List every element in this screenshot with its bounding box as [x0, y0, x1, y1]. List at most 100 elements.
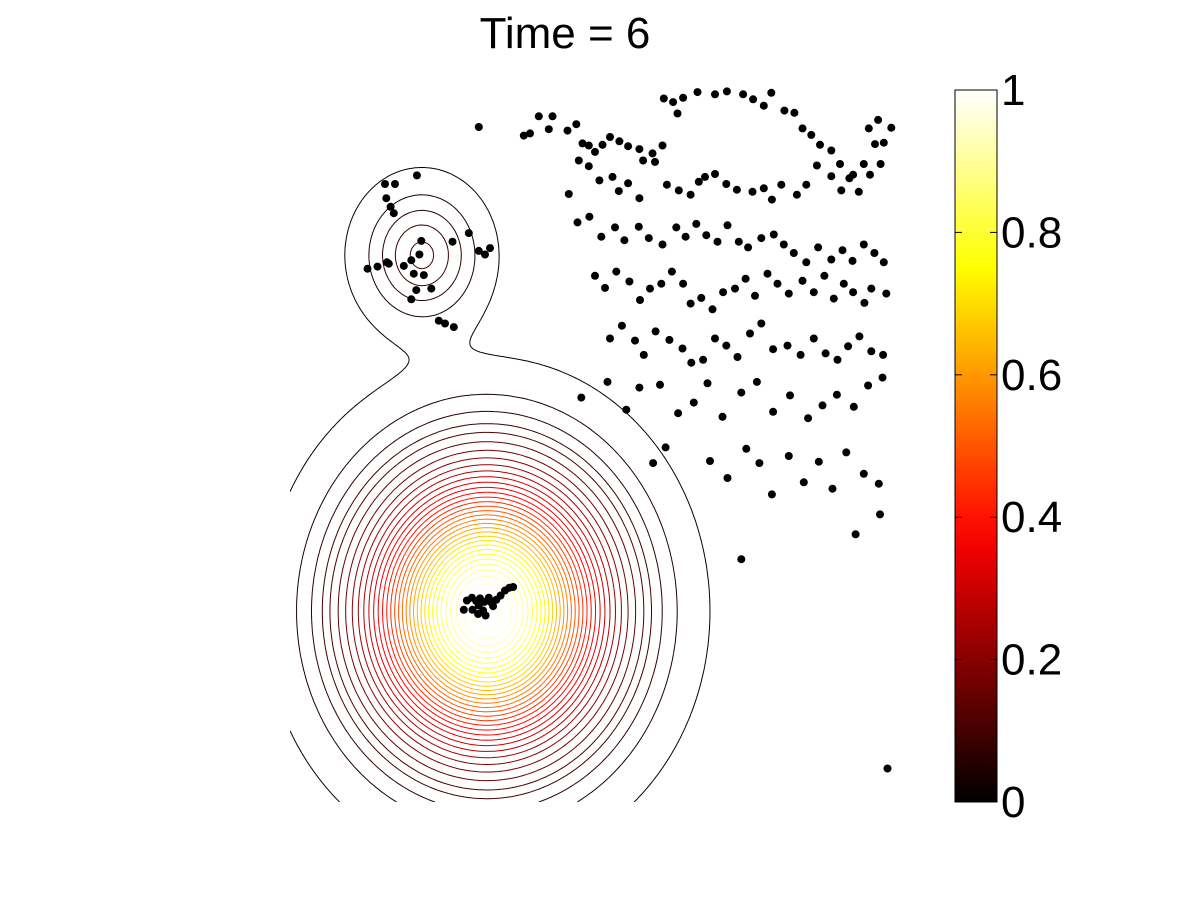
scatter-point	[859, 469, 868, 478]
scatter-point	[597, 232, 606, 241]
scatter-point	[867, 284, 876, 293]
scatter-point	[658, 141, 667, 150]
scatter-point	[606, 133, 614, 141]
scatter-point	[855, 332, 864, 341]
scatter-point	[821, 349, 830, 358]
scatter-point	[657, 279, 666, 288]
contour-line	[321, 224, 652, 800]
scatter-point	[701, 172, 709, 181]
scatter-point	[615, 137, 624, 146]
scatter-point	[767, 195, 776, 204]
scatter-point	[723, 221, 732, 230]
contour-line	[413, 527, 561, 696]
scatter-point	[799, 478, 808, 487]
scatter-point	[434, 316, 443, 325]
contour-line	[311, 209, 663, 802]
contour-line	[337, 441, 637, 782]
scatter-point	[584, 141, 593, 150]
scatter-point	[519, 131, 528, 140]
scatter-point	[679, 279, 688, 288]
contour-line	[345, 449, 629, 773]
contour-line	[357, 464, 616, 759]
scatter-point	[412, 286, 421, 295]
scatter-point	[468, 605, 477, 614]
scatter-point	[769, 230, 778, 239]
scatter-point	[419, 271, 428, 280]
scatter-point	[866, 170, 874, 179]
scatter-point	[591, 271, 599, 280]
scatter-point	[363, 264, 372, 273]
scatter-point	[415, 250, 424, 259]
scatter-point	[809, 334, 818, 343]
scatter-point	[382, 194, 391, 203]
scatter-point	[844, 342, 853, 351]
colorbar-tick-label: 1	[1001, 66, 1025, 115]
scatter-point	[399, 261, 408, 270]
scatter-point	[573, 218, 582, 227]
scatter-point	[389, 209, 398, 218]
scatter-point	[464, 229, 473, 238]
scatter-point	[624, 142, 633, 151]
scatter-point	[681, 232, 690, 241]
scatter-point	[693, 88, 702, 97]
contour-line	[440, 558, 534, 664]
scatter-point	[417, 236, 426, 245]
scatter-point	[617, 321, 626, 330]
contour-line	[420, 535, 554, 687]
scatter-point	[827, 255, 836, 264]
scatter-point	[833, 355, 842, 364]
contour-lines	[290, 167, 711, 802]
scatter-point	[667, 267, 676, 276]
scatter-point	[612, 267, 621, 276]
scatter-point	[635, 145, 644, 154]
contour-line	[450, 569, 524, 653]
scatter-point	[631, 336, 639, 345]
chart-title: Time = 6	[480, 9, 651, 58]
scatter-point	[692, 219, 701, 228]
scatter-point	[713, 237, 722, 246]
contour-line	[428, 544, 546, 678]
scatter-point	[486, 244, 494, 253]
scatter-point	[407, 295, 416, 304]
scatter-point	[839, 279, 848, 288]
scatter-point	[849, 402, 858, 411]
scatter-point	[381, 180, 389, 188]
scatter-point	[854, 187, 863, 196]
scatter-point	[838, 246, 847, 255]
scatter-point	[409, 269, 418, 278]
scatter-point	[595, 176, 604, 185]
scatter-point	[441, 319, 449, 328]
scatter-point	[870, 249, 879, 257]
scatter-point	[606, 334, 614, 343]
scatter-point	[474, 246, 483, 255]
scatter-point	[887, 123, 896, 132]
scatter-point	[386, 202, 395, 211]
scatter-point	[577, 393, 586, 402]
scatter-point	[708, 305, 717, 314]
scatter-point	[699, 355, 708, 364]
contour-line	[351, 457, 622, 765]
scatter-point	[509, 583, 518, 591]
scatter-point	[809, 288, 818, 297]
contour-line	[394, 505, 580, 717]
scatter-point	[769, 345, 778, 354]
scatter-point	[591, 147, 599, 156]
scatter-point	[703, 379, 712, 388]
scatter-point	[449, 323, 458, 332]
contour-line	[296, 194, 678, 802]
colorbar: 0 0.2 0.4 0.6 0.8 1	[954, 66, 1062, 827]
scatter-point	[646, 284, 654, 293]
scatter-point	[859, 240, 868, 249]
scatter-point	[622, 405, 631, 414]
scatter-point	[786, 391, 794, 400]
scatter-point	[882, 289, 891, 298]
scatter-point	[769, 407, 778, 416]
scatter-point	[702, 231, 711, 240]
scatter-point	[812, 161, 821, 170]
scatter-point	[757, 234, 766, 243]
scatter-point	[796, 350, 805, 359]
scatter-point	[678, 344, 687, 353]
scatter-point	[864, 124, 873, 133]
scatter-point	[659, 94, 668, 103]
colorbar-tick-label: 0.6	[1001, 351, 1062, 400]
